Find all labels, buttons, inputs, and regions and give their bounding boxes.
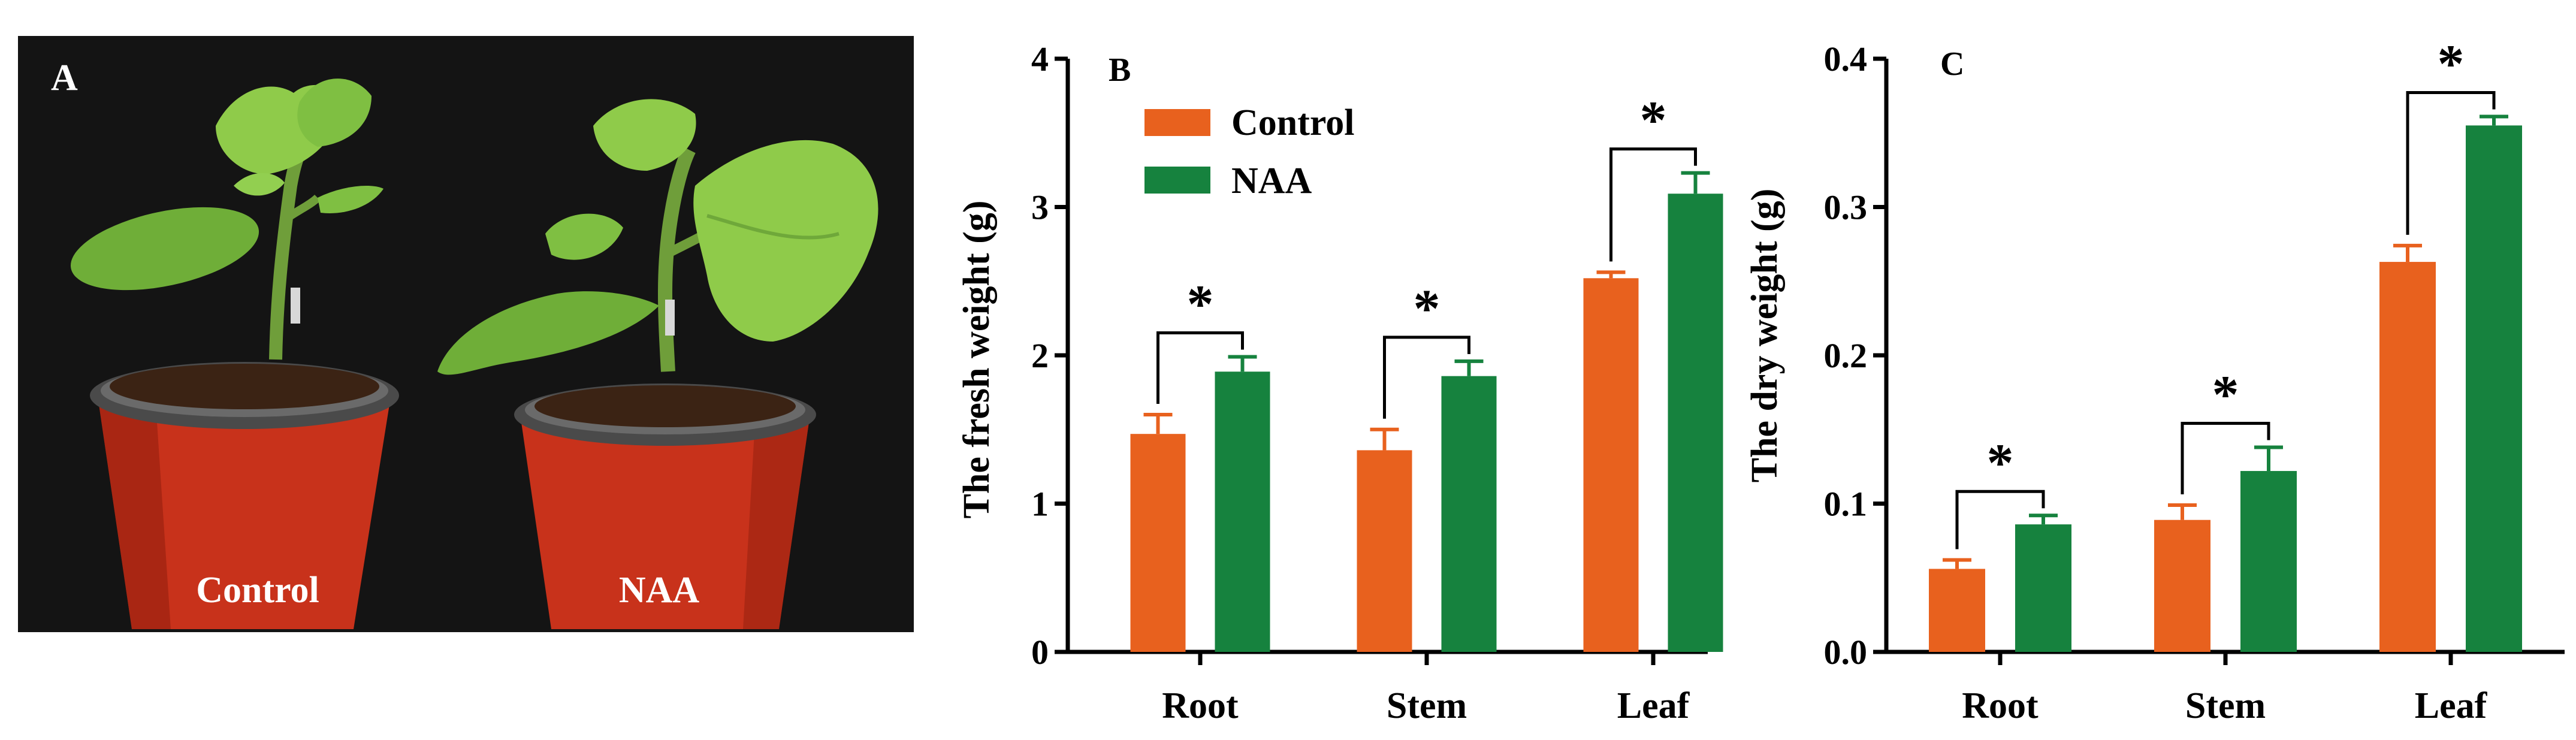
naa-leaf-vein	[706, 214, 839, 240]
chart-c-significance-marker: *	[2438, 35, 2465, 94]
chart-b-significance-marker: *	[1640, 91, 1667, 150]
legend-label-naa: NAA	[1231, 161, 1312, 201]
naa-leaf-top	[593, 99, 696, 171]
chart-b-y-tick-label: 0	[1031, 633, 1049, 672]
chart-b-bar-control-root	[1130, 434, 1186, 652]
chart-c-plot-area: 0.0 0.1 0.2 0.3 0.4 Root * Stem * Leaf *	[1824, 35, 2565, 726]
chart-b-bar-control-leaf	[1583, 278, 1639, 652]
chart-b-legend: Control NAA	[1144, 102, 1355, 201]
chart-b-significance-marker: *	[1414, 279, 1440, 339]
chart-c-y-tick-label: 0.2	[1824, 336, 1868, 375]
chart-c-bar-naa-leaf	[2466, 125, 2522, 652]
chart-c-y-tick-label: 0.3	[1824, 188, 1868, 227]
control-leaf-right	[318, 186, 383, 213]
naa-plant-tag	[665, 300, 675, 336]
legend-swatch-naa	[1144, 167, 1210, 194]
chart-c-bar-naa-root	[2015, 524, 2071, 652]
chart-c-significance-marker: *	[1987, 433, 2014, 493]
chart-b-x-tick-label: Root	[1162, 685, 1239, 726]
chart-b-significance-bracket	[1156, 331, 1244, 404]
chart-c-y-tick-label: 0.1	[1824, 485, 1868, 524]
control-leaf-left	[70, 207, 259, 291]
naa-plant	[437, 99, 878, 375]
legend-label-control: Control	[1231, 102, 1355, 143]
chart-b-y-tick-label: 1	[1031, 485, 1049, 524]
chart-b-plot-area: 0 1 2 3 4 Root * Stem * Leaf *	[1031, 40, 1723, 726]
chart-b-bar-naa-root	[1215, 371, 1270, 652]
naa-pot-label: NAA	[619, 570, 700, 611]
chart-c-bar-naa-stem	[2240, 471, 2297, 652]
chart-c-significance-bracket	[2181, 421, 2270, 494]
naa-leaf-large	[693, 140, 878, 342]
naa-pot-shade	[743, 422, 809, 629]
legend-swatch-control	[1144, 109, 1210, 136]
control-stem-branch	[288, 194, 321, 219]
chart-b-panel-label: B	[1109, 52, 1131, 89]
chart-b-y-tick-label: 3	[1031, 188, 1049, 227]
naa-leaf-left	[437, 291, 659, 375]
control-plant	[70, 78, 383, 360]
control-pot-label: Control	[196, 570, 319, 611]
chart-c-x-tick-label: Leaf	[2415, 685, 2488, 726]
chart-c-y-tick-label: 0.0	[1824, 633, 1868, 672]
chart-b-y-axis-label: The fresh weight (g)	[956, 201, 997, 519]
chart-c-significance-bracket	[1955, 490, 2045, 549]
chart-c-bar-control-stem	[2154, 519, 2210, 652]
fresh-weight-chart: B The fresh weight (g) 0 1 2 3 4 Root * Stem * Le…	[956, 40, 1723, 726]
chart-b-significance-bracket	[1609, 147, 1697, 262]
naa-leaf-mid	[545, 213, 623, 260]
chart-b-y-tick-label: 4	[1031, 40, 1049, 78]
chart-c-panel-label: C	[1940, 46, 1964, 83]
chart-c-y-tick-label: 0.4	[1824, 40, 1868, 78]
control-leaf-small	[234, 173, 285, 196]
photo-panel-label: A	[51, 58, 78, 98]
control-pot-soil	[110, 364, 379, 409]
chart-b-y-tick-label: 2	[1031, 336, 1049, 375]
dry-weight-chart: C The dry weight (g) 0.0 0.1 0.2 0.3 0.4 Root…	[1744, 35, 2565, 726]
control-leaf-top-right	[297, 78, 372, 147]
control-pot: Control	[90, 362, 399, 629]
chart-b-bar-naa-leaf	[1668, 194, 1723, 653]
chart-b-x-tick-label: Leaf	[1617, 685, 1690, 726]
naa-pot-body	[521, 422, 809, 629]
chart-c-bar-control-root	[1929, 569, 1985, 652]
control-plant-tag	[291, 288, 300, 324]
naa-pot: NAA	[514, 383, 816, 629]
chart-c-x-tick-label: Root	[1962, 685, 2039, 726]
chart-c-significance-marker: *	[2212, 365, 2239, 424]
control-pot-shade	[99, 404, 171, 629]
chart-c-x-tick-label: Stem	[2185, 685, 2266, 726]
chart-b-bar-control-stem	[1357, 450, 1412, 652]
control-pot-body	[99, 404, 389, 629]
chart-b-x-tick-label: Stem	[1387, 685, 1467, 726]
chart-b-significance-bracket	[1383, 336, 1470, 419]
naa-pot-soil	[534, 385, 796, 427]
chart-b-bar-naa-stem	[1441, 376, 1497, 652]
chart-b-significance-marker: *	[1187, 274, 1214, 334]
photo-panel: A Control NAA	[18, 36, 914, 632]
chart-c-y-axis-label: The dry weight (g)	[1744, 189, 1785, 483]
chart-c-bar-control-leaf	[2379, 262, 2436, 652]
chart-c-significance-bracket	[2406, 91, 2496, 235]
